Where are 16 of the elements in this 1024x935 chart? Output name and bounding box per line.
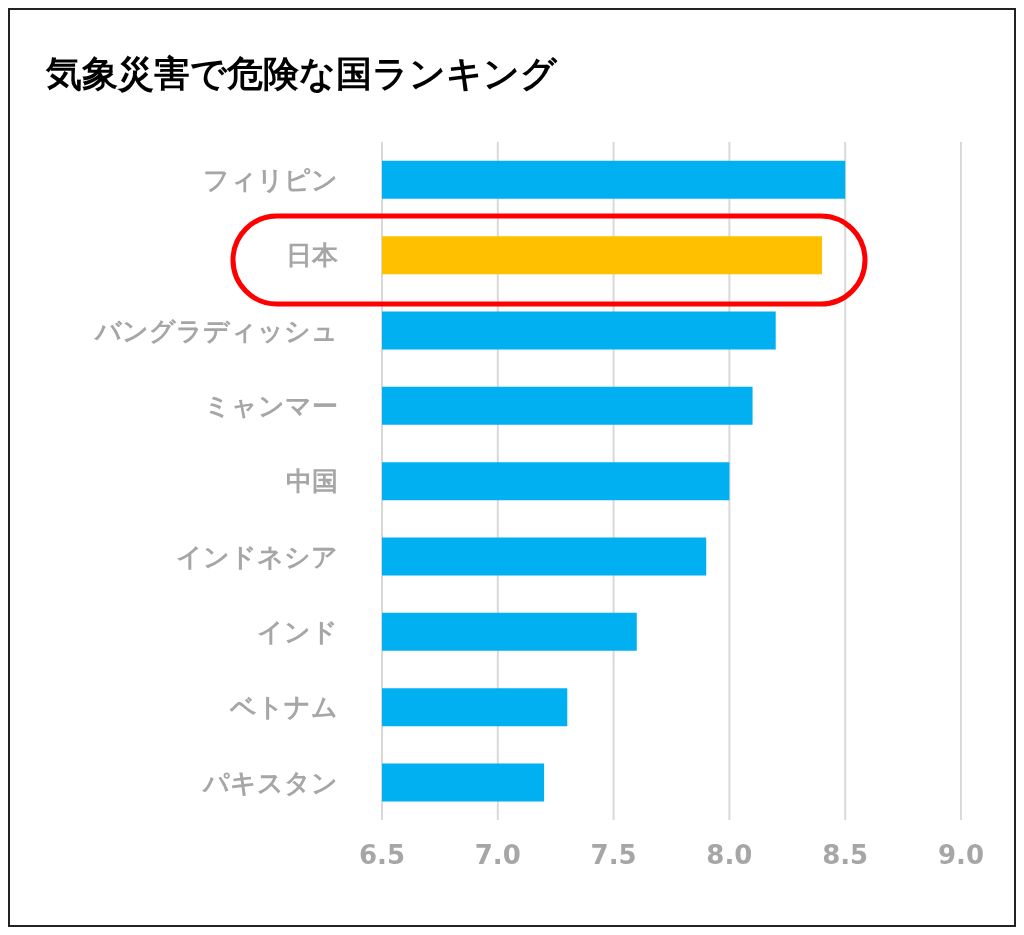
y-tick-label: パキスタン	[201, 767, 338, 798]
y-tick-label: インド	[257, 616, 338, 647]
y-tick-label: フィリピン	[203, 164, 338, 195]
y-tick-label: インドネシア	[176, 541, 338, 572]
x-tick-label: 7.5	[590, 840, 637, 871]
y-tick-label: 中国	[286, 466, 338, 497]
y-tick-label: バングラディッシュ	[93, 315, 338, 346]
x-tick-label: 9.0	[937, 840, 985, 871]
y-tick-label: ミャンマー	[204, 390, 338, 421]
chart-title: 気象災害で危険な国ランキング	[46, 52, 557, 96]
y-tick-label: 日本	[286, 240, 339, 271]
x-tick-label: 8.0	[706, 840, 753, 871]
y-tick-label: ベトナム	[229, 692, 338, 723]
x-tick-label: 8.5	[822, 840, 869, 871]
x-tick-label: 7.0	[474, 840, 521, 871]
x-tick-label: 6.5	[358, 840, 406, 871]
